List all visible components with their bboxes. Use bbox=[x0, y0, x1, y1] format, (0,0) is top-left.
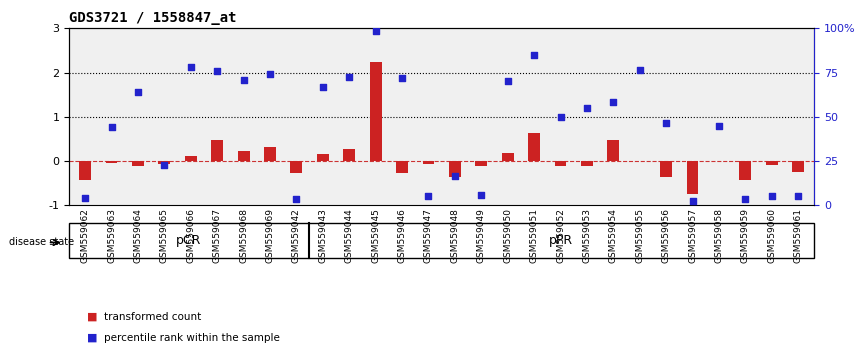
Bar bbox=[211, 140, 223, 161]
Bar bbox=[132, 161, 144, 166]
Point bbox=[158, 162, 171, 168]
Point bbox=[422, 194, 436, 199]
Point bbox=[448, 173, 462, 179]
Point bbox=[78, 195, 92, 201]
Point bbox=[633, 67, 647, 73]
Point bbox=[765, 194, 779, 199]
Point bbox=[475, 192, 488, 198]
Bar bbox=[264, 147, 276, 161]
Bar bbox=[554, 161, 566, 166]
Point bbox=[395, 76, 409, 81]
Point bbox=[553, 114, 567, 120]
Point bbox=[527, 52, 541, 58]
Point bbox=[131, 89, 145, 95]
Bar bbox=[396, 161, 408, 173]
Bar bbox=[581, 161, 593, 166]
Bar bbox=[449, 161, 461, 177]
Point bbox=[289, 196, 303, 202]
Bar bbox=[290, 161, 302, 173]
Bar bbox=[343, 149, 355, 161]
Point bbox=[316, 85, 330, 90]
Bar bbox=[792, 161, 805, 172]
Point bbox=[210, 69, 224, 74]
Bar bbox=[501, 153, 514, 161]
Point bbox=[580, 105, 594, 111]
Point bbox=[342, 74, 356, 80]
Text: percentile rank within the sample: percentile rank within the sample bbox=[104, 333, 280, 343]
Text: ■: ■ bbox=[87, 333, 97, 343]
Point bbox=[369, 28, 383, 34]
Bar bbox=[79, 161, 91, 179]
Bar bbox=[158, 161, 171, 164]
Text: transformed count: transformed count bbox=[104, 312, 201, 321]
Text: pCR: pCR bbox=[177, 234, 202, 247]
Bar bbox=[106, 161, 118, 163]
Point bbox=[184, 64, 197, 69]
Point bbox=[105, 125, 119, 130]
Text: disease state: disease state bbox=[9, 238, 74, 247]
Point bbox=[659, 120, 673, 126]
Point bbox=[739, 196, 753, 202]
Point bbox=[263, 72, 277, 77]
Point bbox=[686, 198, 700, 204]
Bar bbox=[607, 140, 619, 161]
Bar bbox=[687, 161, 699, 194]
Bar bbox=[660, 161, 672, 177]
Bar bbox=[766, 161, 778, 165]
Point bbox=[606, 99, 620, 105]
Text: GDS3721 / 1558847_at: GDS3721 / 1558847_at bbox=[69, 11, 236, 25]
Text: ■: ■ bbox=[87, 312, 97, 321]
Text: pPR: pPR bbox=[549, 234, 573, 247]
Bar bbox=[237, 152, 249, 161]
Bar bbox=[317, 154, 329, 161]
Bar bbox=[475, 161, 488, 166]
Bar bbox=[740, 161, 752, 179]
Point bbox=[792, 194, 805, 199]
Point bbox=[236, 78, 250, 83]
Bar bbox=[423, 161, 435, 164]
Bar bbox=[370, 62, 382, 161]
Bar bbox=[528, 133, 540, 161]
Point bbox=[712, 123, 726, 129]
Bar bbox=[184, 156, 197, 161]
Point bbox=[501, 79, 514, 84]
